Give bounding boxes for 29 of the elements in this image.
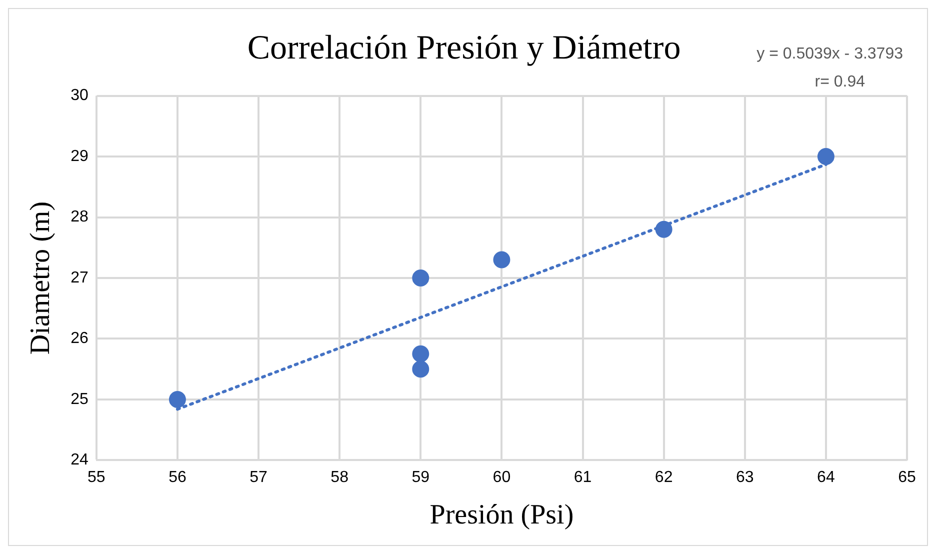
text: r= 0.94 <box>814 73 866 90</box>
x-tick-label: 65 <box>898 469 916 486</box>
x-tick-label: 62 <box>654 469 673 486</box>
x-tick-label: 56 <box>168 469 186 486</box>
x-tick-label: 60 <box>492 469 511 486</box>
y-axis-title: Diametro (m) <box>25 201 56 355</box>
text: y = 0.5039x - 3.3793 <box>756 45 904 62</box>
x-axis-title: Presión (Psi) <box>430 500 574 531</box>
y-tick-label: 25 <box>70 390 88 408</box>
point <box>168 390 186 408</box>
y-tick-label: 28 <box>70 208 88 226</box>
point <box>493 251 510 268</box>
x-tick-label: 64 <box>817 469 835 486</box>
x-tick-label: 57 <box>250 469 268 486</box>
y-tick-label: 26 <box>70 330 88 348</box>
x-tick-label: 55 <box>88 469 106 486</box>
x-tick-label: 58 <box>330 469 349 486</box>
point <box>412 360 430 378</box>
point <box>412 345 430 362</box>
x-tick-label: 59 <box>412 469 430 486</box>
point <box>817 148 834 166</box>
chart-title: Correlación Presión y Diámetro <box>247 29 681 66</box>
y-tick-label: 30 <box>70 87 88 104</box>
y-tick-label: 29 <box>70 148 88 165</box>
x-tick-label: 63 <box>736 469 754 486</box>
point <box>412 270 430 286</box>
y-tick-label: 27 <box>70 269 88 286</box>
x-tick-label: 61 <box>574 469 592 486</box>
y-tick-label: 24 <box>70 452 88 469</box>
